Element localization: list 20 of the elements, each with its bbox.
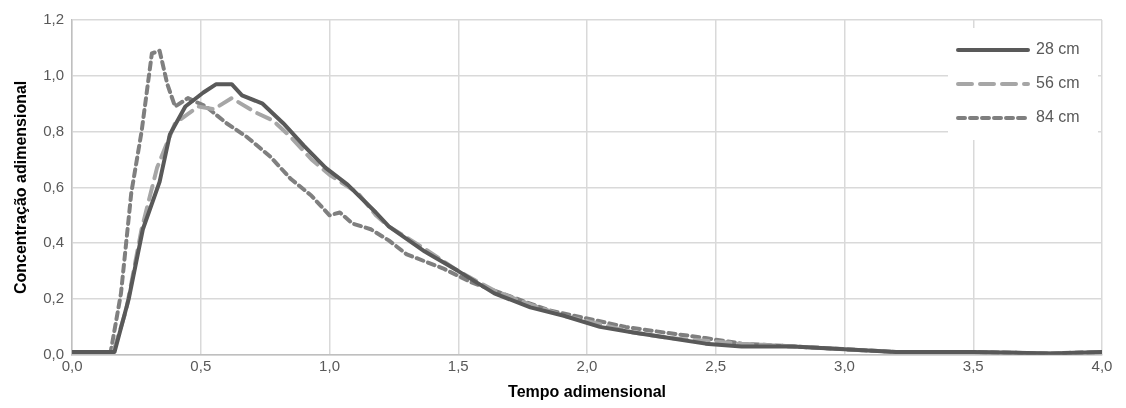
x-tick-label: 3,5 (962, 356, 984, 374)
x-tick-label: 1,5 (447, 356, 469, 374)
x-tick-label: 1,0 (319, 356, 340, 374)
x-axis-title: Tempo adimensional (508, 382, 666, 400)
y-tick-label: 0,2 (43, 289, 65, 307)
y-tick-label: 0,6 (43, 177, 65, 195)
x-tick-label: 2,5 (705, 356, 727, 374)
y-tick-label: 0,8 (43, 121, 65, 139)
y-tick-label: 0,0 (43, 344, 65, 362)
y-tick-label: 1,0 (43, 65, 65, 83)
x-tick-label: 0,5 (190, 356, 212, 374)
legend-label: 56 cm (1036, 74, 1080, 92)
legend-label: 28 cm (1036, 40, 1080, 58)
y-tick-label: 1,2 (43, 10, 65, 28)
x-tick-label: 2,0 (576, 356, 598, 374)
x-tick-label: 3,0 (834, 356, 855, 374)
legend-label: 84 cm (1036, 108, 1080, 126)
y-tick-label: 0,4 (43, 233, 65, 251)
x-tick-label: 4,0 (1091, 356, 1113, 374)
y-axis-title: Concentração adimensional (12, 80, 30, 295)
